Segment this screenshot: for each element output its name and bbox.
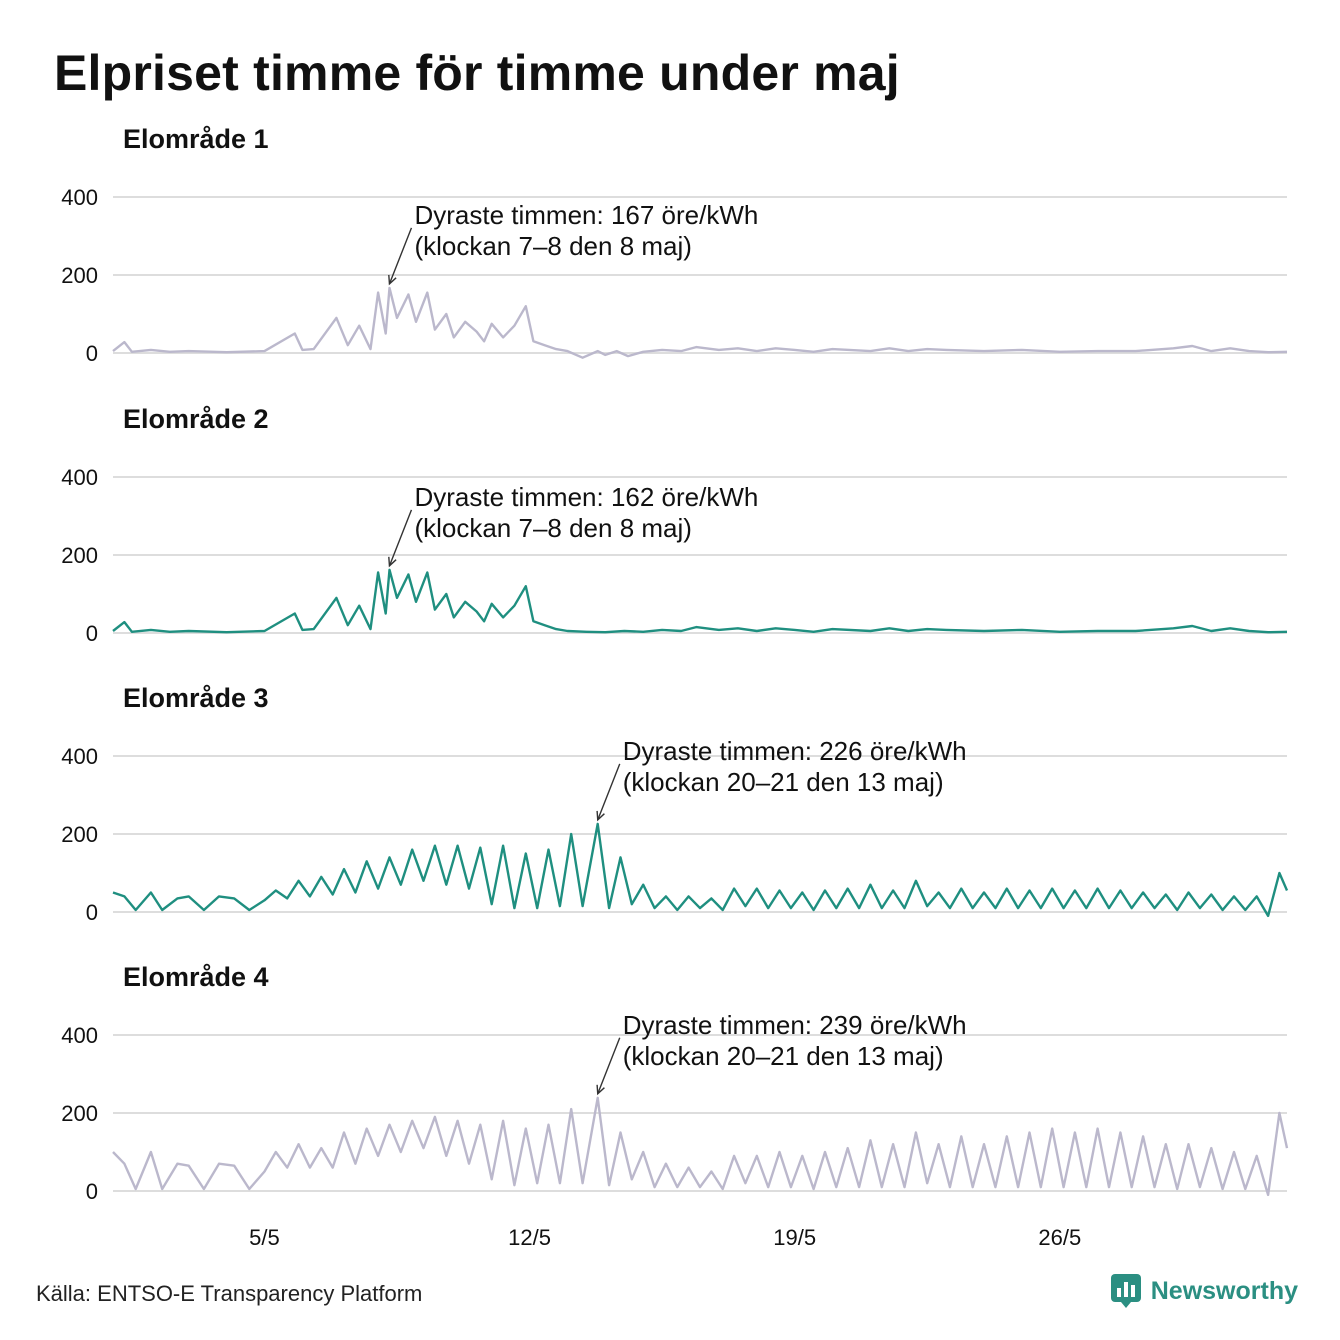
annotation-arrow (597, 1037, 621, 1095)
y-tick-label: 400 (61, 1023, 98, 1048)
source-note: Källa: ENTSO-E Transparency Platform (36, 1281, 423, 1306)
annotation-arrowhead (388, 274, 397, 286)
panel-title: Elområde 4 (123, 962, 269, 992)
x-tick-label: 12/5 (508, 1225, 551, 1250)
y-tick-label: 400 (61, 185, 98, 210)
annotation-line-2: (klockan 7–8 den 8 maj) (414, 513, 691, 543)
x-tick-label: 26/5 (1038, 1225, 1081, 1250)
panel-title: Elområde 1 (123, 124, 269, 154)
y-tick-label: 200 (61, 1101, 98, 1126)
y-tick-label: 200 (61, 822, 98, 847)
annotation-arrow (597, 763, 621, 821)
y-tick-label: 400 (61, 465, 98, 490)
y-tick-label: 0 (86, 341, 98, 366)
annotation-line-2: (klockan 7–8 den 8 maj) (414, 231, 691, 261)
chart-title: Elpriset timme för timme under maj (54, 45, 900, 101)
y-tick-label: 0 (86, 1179, 98, 1204)
price-line (112, 568, 1288, 634)
y-tick-label: 0 (86, 621, 98, 646)
panel-title: Elområde 2 (123, 404, 269, 434)
price-line (112, 822, 1289, 918)
panel-title: Elområde 3 (123, 683, 269, 713)
annotation-arrow (388, 509, 413, 567)
annotation-arrow (388, 227, 413, 285)
brand-logo: Newsworthy (1110, 1274, 1298, 1308)
y-tick-label: 200 (61, 263, 98, 288)
brand-name: Newsworthy (1150, 1276, 1298, 1305)
annotation-line-2: (klockan 20–21 den 13 maj) (623, 767, 944, 797)
annotation-line-1: Dyraste timmen: 239 öre/kWh (623, 1010, 967, 1040)
annotation-line-2: (klockan 20–21 den 13 maj) (623, 1041, 944, 1071)
annotation-arrowhead (596, 810, 605, 822)
price-line (112, 286, 1288, 359)
annotation-arrowhead (388, 556, 397, 568)
x-tick-label: 19/5 (773, 1225, 816, 1250)
y-tick-label: 0 (86, 900, 98, 925)
y-tick-label: 400 (61, 744, 98, 769)
annotation-line-1: Dyraste timmen: 167 öre/kWh (414, 200, 758, 230)
annotation-line-1: Dyraste timmen: 162 öre/kWh (414, 482, 758, 512)
annotation-arrowhead (596, 1084, 605, 1096)
price-line (112, 1096, 1289, 1197)
annotation-line-1: Dyraste timmen: 226 öre/kWh (623, 736, 967, 766)
newsworthy-icon (1110, 1274, 1141, 1308)
x-tick-label: 5/5 (249, 1225, 280, 1250)
y-tick-label: 200 (61, 543, 98, 568)
